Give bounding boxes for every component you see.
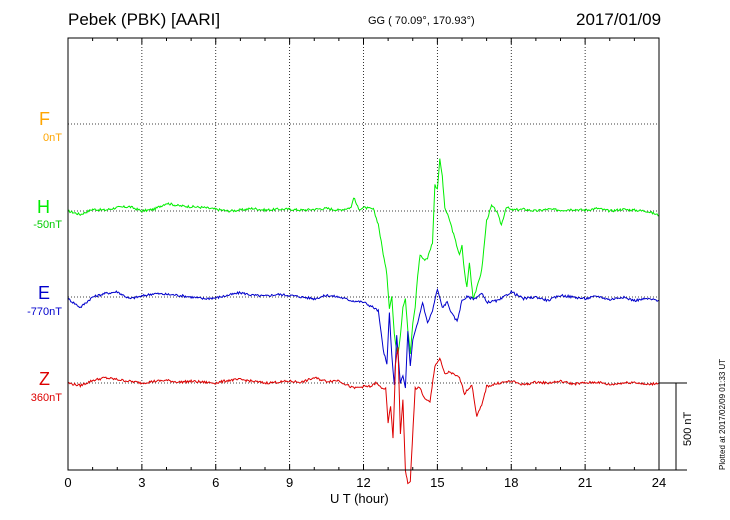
series-line-h [67,158,660,355]
x-tick-label: 18 [504,475,518,490]
series-line-z [67,347,660,485]
x-tick-label: 9 [286,475,293,490]
x-tick-label: 6 [212,475,219,490]
component-label-f: F [39,109,50,129]
baseline-label-z: 360nT [30,392,62,404]
baseline-label-f: 0nT [43,132,62,144]
baseline-label-e: -770nT [27,306,62,318]
x-axis-label: U T (hour) [330,491,389,506]
plot-date: 2017/01/09 [576,10,662,29]
x-tick-label: 12 [356,475,370,490]
station-title: Pebek (PBK) [AARI] [68,10,221,29]
x-tick-label: 0 [64,475,71,490]
series-line-e [67,287,660,389]
grid-layer [68,38,659,470]
baseline-label-h: -50nT [33,219,62,231]
component-label-z: Z [39,369,50,389]
geographic-coordinates: GG ( 70.09°, 170.93°) [368,15,475,27]
plotted-timestamp: Plotted at 2017/02/09 01:33 UT [718,358,727,470]
x-tick-label: 3 [138,475,145,490]
x-tick-label: 24 [652,475,666,490]
series-layer [67,158,660,485]
x-tick-label: 21 [578,475,592,490]
x-ticks: 0 3 6 9 12 15 18 21 24 [64,38,666,490]
component-label-h: H [37,197,50,217]
scale-bar-label: 500 nT [682,411,694,446]
x-tick-label: 15 [430,475,444,490]
component-label-e: E [37,283,50,303]
